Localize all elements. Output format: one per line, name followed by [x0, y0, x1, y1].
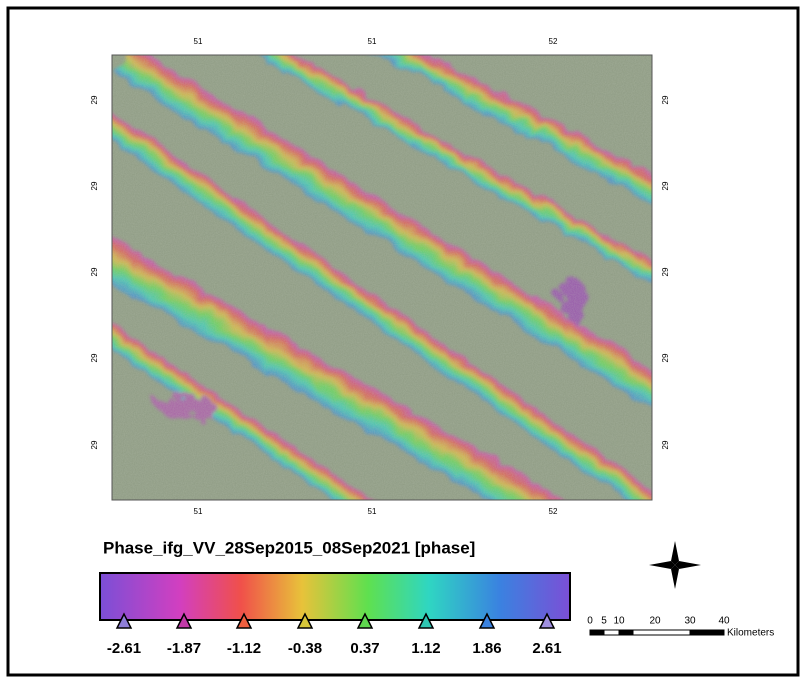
right-coordinate: 29: [661, 181, 670, 190]
scale-label: 30: [684, 616, 696, 627]
interferogram: [112, 55, 652, 500]
legend-marker: [115, 612, 133, 629]
bottom-coordinate: 51: [368, 507, 377, 516]
legend-marker: [175, 612, 193, 629]
legend-label: 0.37: [350, 640, 379, 657]
legend-marker: [538, 612, 556, 629]
legend-marker: [356, 612, 374, 629]
legend-marker: [296, 612, 314, 629]
legend-label: 1.12: [411, 640, 440, 657]
color-bar: [99, 572, 571, 621]
bottom-coordinate: 51: [194, 507, 203, 516]
map-frame: [111, 54, 653, 501]
scale-label: 10: [613, 616, 625, 627]
left-coordinate: 29: [90, 440, 99, 449]
legend-label: -0.38: [288, 640, 322, 657]
top-coordinate: 51: [368, 37, 377, 46]
scale-label: 0: [587, 616, 593, 627]
legend-marker: [417, 612, 435, 629]
north-arrow: [649, 541, 701, 589]
right-coordinate: 29: [661, 95, 670, 104]
legend-label: -2.61: [107, 640, 141, 657]
legend-marker: [478, 612, 496, 629]
right-coordinate: 29: [661, 267, 670, 276]
scale-unit: Kilometers: [727, 628, 774, 639]
scale-segment: [689, 629, 725, 636]
legend-marker: [235, 612, 253, 629]
top-coordinate: 52: [549, 37, 558, 46]
left-coordinate: 29: [90, 95, 99, 104]
left-coordinate: 29: [90, 267, 99, 276]
scale-segment: [632, 629, 691, 636]
scale-label: 40: [718, 616, 730, 627]
scale-segment: [589, 629, 605, 636]
legend-title: Phase_ifg_VV_28Sep2015_08Sep2021 [phase]: [103, 538, 475, 557]
page-border: [6, 6, 800, 677]
legend-label: -1.12: [227, 640, 261, 657]
right-coordinate: 29: [661, 440, 670, 449]
right-coordinate: 29: [661, 353, 670, 362]
left-coordinate: 29: [90, 353, 99, 362]
scale-label: 5: [601, 616, 607, 627]
bottom-coordinate: 52: [549, 507, 558, 516]
scale-segment: [603, 629, 620, 636]
legend-label: 1.86: [472, 640, 501, 657]
scale-segment: [618, 629, 634, 636]
legend-label: -1.87: [167, 640, 201, 657]
top-coordinate: 51: [194, 37, 203, 46]
legend-label: 2.61: [532, 640, 561, 657]
left-coordinate: 29: [90, 181, 99, 190]
scale-label: 20: [649, 616, 661, 627]
